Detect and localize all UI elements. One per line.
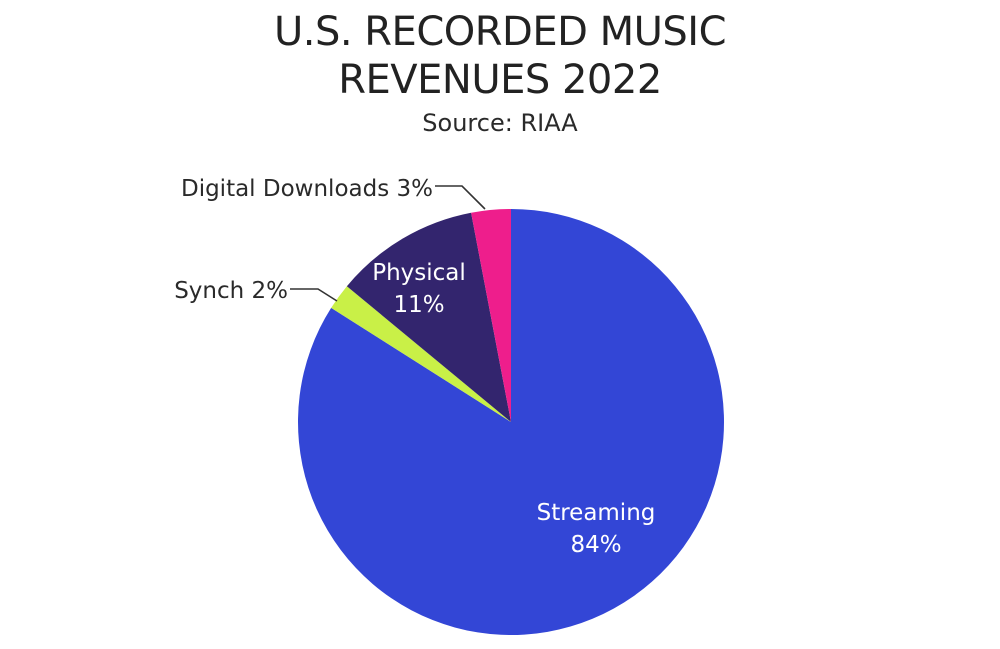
leader-line-synch (290, 288, 338, 302)
pie-slice-streaming (298, 209, 725, 635)
leader-line-digital-downloads (435, 185, 486, 210)
pie-slice-synch (331, 286, 511, 422)
slice-label-synch: Synch 2% (174, 278, 288, 304)
pie-slices (298, 209, 725, 635)
chart-subtitle: Source: RIAA (422, 109, 578, 137)
slice-label-physical-value: 11% (393, 292, 444, 318)
chart-title-line-1: U.S. RECORDED MUSIC (273, 9, 727, 55)
slice-labels: Streaming 84% Synch 2% Physical 11% Digital D… (174, 176, 655, 558)
slice-label-streaming-value: 84% (570, 532, 621, 558)
leader-lines (290, 185, 486, 302)
slice-label-physical-name: Physical (372, 260, 466, 286)
chart-title-line-2: REVENUES 2022 (338, 57, 662, 103)
pie-slice-digital-downloads (471, 209, 511, 422)
slice-label-streaming-name: Streaming (537, 500, 656, 526)
chart-title: U.S. RECORDED MUSIC REVENUES 2022 (0, 8, 1000, 104)
slice-label-digital-downloads: Digital Downloads 3% (181, 176, 433, 202)
pie-slice-physical (346, 212, 511, 422)
